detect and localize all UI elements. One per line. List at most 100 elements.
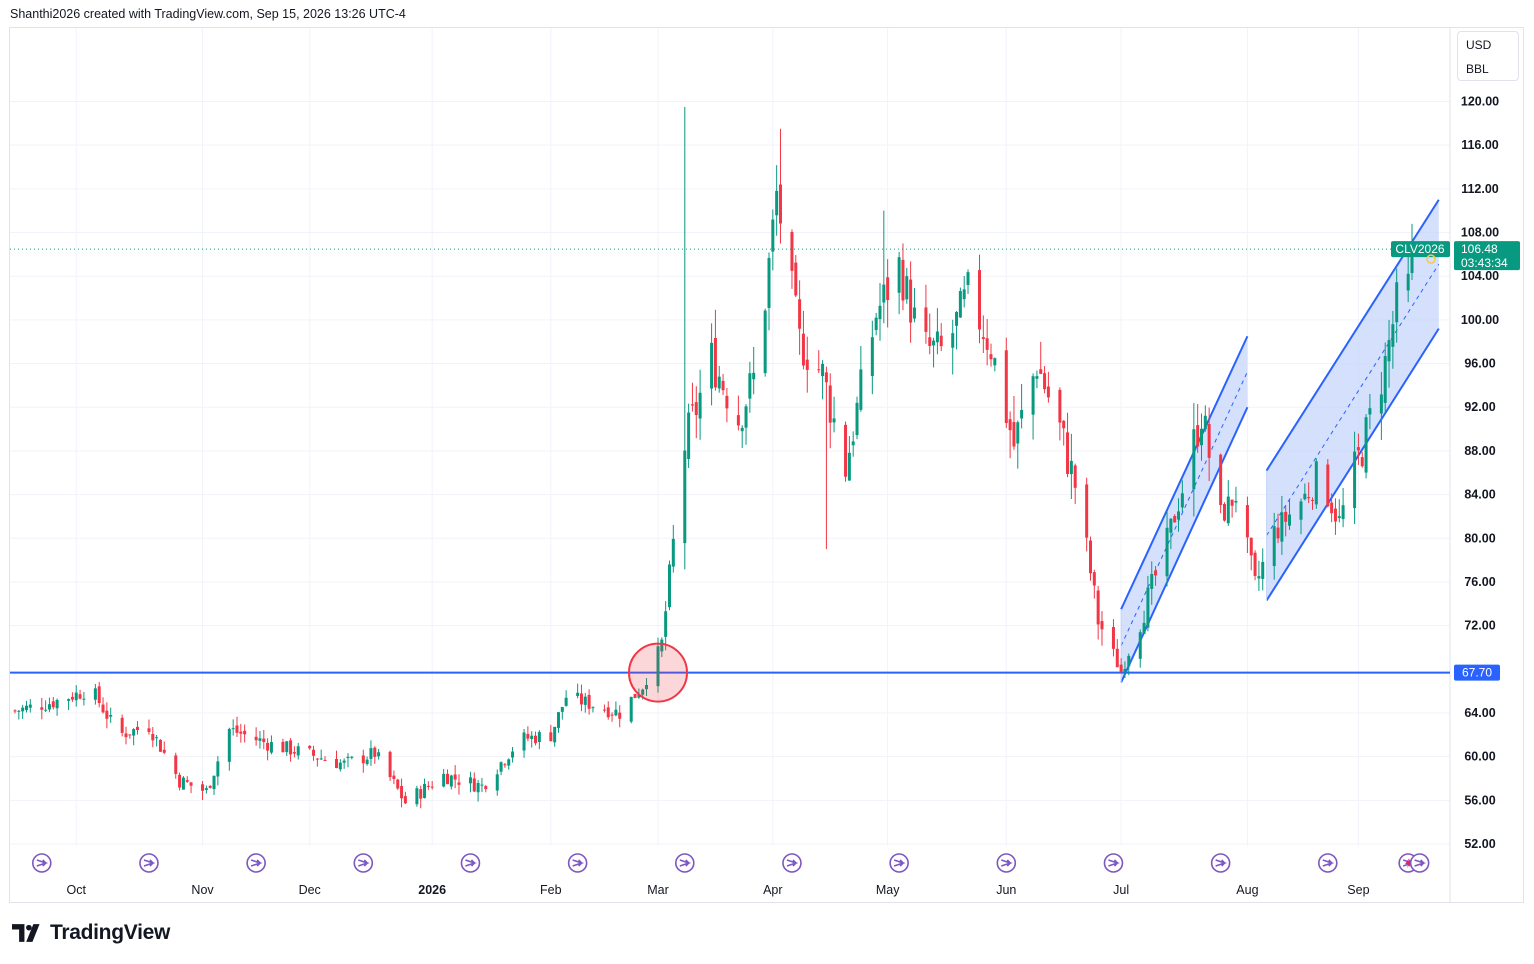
candle-body xyxy=(17,710,21,712)
price-axis[interactable]: 120.00 116.00 112.00 108.00 104.00 100.00 96.0… xyxy=(1461,95,1499,852)
candle-body xyxy=(874,317,878,331)
candle-body xyxy=(1356,447,1360,451)
candle-body xyxy=(1043,373,1047,390)
candle-body xyxy=(292,752,296,754)
candle-body xyxy=(1245,505,1249,538)
candle-body xyxy=(254,736,258,741)
candle-body xyxy=(243,730,247,735)
candle-body xyxy=(457,782,461,785)
candle-body xyxy=(1069,460,1073,475)
candle-body xyxy=(641,689,645,695)
candle-body xyxy=(476,782,480,793)
candle-body xyxy=(690,404,694,406)
candle-body xyxy=(495,774,499,791)
candle-body xyxy=(694,402,698,416)
chart-frame xyxy=(9,27,1524,903)
candle-body xyxy=(736,415,740,426)
candle-body xyxy=(1379,394,1383,414)
candle-body xyxy=(1092,572,1096,586)
price-tick-label: 116.00 xyxy=(1461,138,1499,152)
candle-body xyxy=(958,291,962,318)
candle-body xyxy=(1119,664,1123,673)
candle-body xyxy=(1127,655,1131,667)
currency-label[interactable]: USD xyxy=(1466,38,1492,52)
event-icon xyxy=(139,853,159,873)
event-icon-arrow xyxy=(893,859,906,867)
unit-label[interactable]: BBL xyxy=(1466,62,1489,76)
candle-body xyxy=(966,272,970,285)
candle-body xyxy=(124,733,128,738)
candle-body xyxy=(365,759,369,765)
event-icon xyxy=(567,853,588,873)
candle-body xyxy=(664,611,668,637)
candle-body xyxy=(472,778,476,792)
unit-selector[interactable]: USD BBL xyxy=(1457,31,1519,81)
price-tick-label: 92.00 xyxy=(1464,400,1495,414)
candle-body xyxy=(771,219,775,252)
candle-body xyxy=(120,717,124,733)
candle-body xyxy=(1192,429,1196,490)
event-icon-ring xyxy=(139,853,159,873)
price-tick-label: 120.00 xyxy=(1461,95,1499,109)
candle-body xyxy=(93,688,97,700)
candle-body xyxy=(97,686,101,704)
event-icon xyxy=(1409,853,1430,873)
candle-body xyxy=(1012,422,1016,447)
breakout-circle xyxy=(628,642,689,703)
breakout-marker[interactable] xyxy=(628,642,689,703)
event-icon xyxy=(782,853,802,873)
event-icon-ring xyxy=(889,853,909,873)
candle-body xyxy=(296,746,300,756)
candle-body xyxy=(82,698,86,700)
candle-body xyxy=(396,779,400,789)
candle-body xyxy=(537,732,541,743)
candle-body xyxy=(637,694,641,698)
candle-body xyxy=(216,761,220,777)
candle-body xyxy=(1261,561,1265,579)
candle-body xyxy=(993,358,997,366)
candle-body xyxy=(1199,428,1203,446)
candle-body xyxy=(1234,500,1238,503)
candle-body xyxy=(423,783,427,798)
candle-body xyxy=(859,369,863,410)
candle-body xyxy=(530,735,534,740)
event-icon xyxy=(889,853,909,873)
candle-body xyxy=(392,775,396,779)
candle-body xyxy=(1226,496,1230,524)
tradingview-logo-text: TradingView xyxy=(50,921,171,944)
candle-body xyxy=(935,331,939,343)
candle-body xyxy=(583,696,587,705)
candle-body xyxy=(1249,537,1253,556)
candle-body xyxy=(748,373,752,399)
candle-body xyxy=(912,307,916,319)
candle-body xyxy=(24,705,28,711)
price-tick-label: 56.00 xyxy=(1464,793,1495,807)
candle-body xyxy=(1138,632,1142,659)
candle-body xyxy=(847,452,851,481)
event-markers[interactable] xyxy=(31,853,1430,873)
candle-body xyxy=(105,710,109,719)
candle-body xyxy=(824,372,828,383)
candle-body xyxy=(1207,424,1211,458)
candle-body xyxy=(1368,408,1372,415)
candle-body xyxy=(1353,451,1357,509)
price-tick-label: 80.00 xyxy=(1464,531,1495,545)
countdown-label: 03:43:34 xyxy=(1461,256,1508,270)
candle-body xyxy=(1096,590,1100,625)
candle-body xyxy=(1222,504,1226,521)
candle-body xyxy=(1288,514,1292,526)
candle-body xyxy=(281,741,285,753)
candle-body xyxy=(204,788,208,790)
time-axis[interactable]: Oct Nov Dec 2026 Feb Mar Apr May Jun Jul Aug Sep xyxy=(67,883,1370,897)
candle-body xyxy=(1307,497,1311,499)
candle-body xyxy=(1284,511,1288,522)
candle-body xyxy=(1326,464,1330,507)
tradingview-logo[interactable]: TradingView xyxy=(12,921,170,945)
candle-body xyxy=(610,714,614,716)
candle-body xyxy=(1219,454,1223,506)
time-tick-label: Feb xyxy=(540,883,562,897)
trend-channels[interactable] xyxy=(1120,199,1440,683)
price-tick-label: 72.00 xyxy=(1464,619,1495,633)
